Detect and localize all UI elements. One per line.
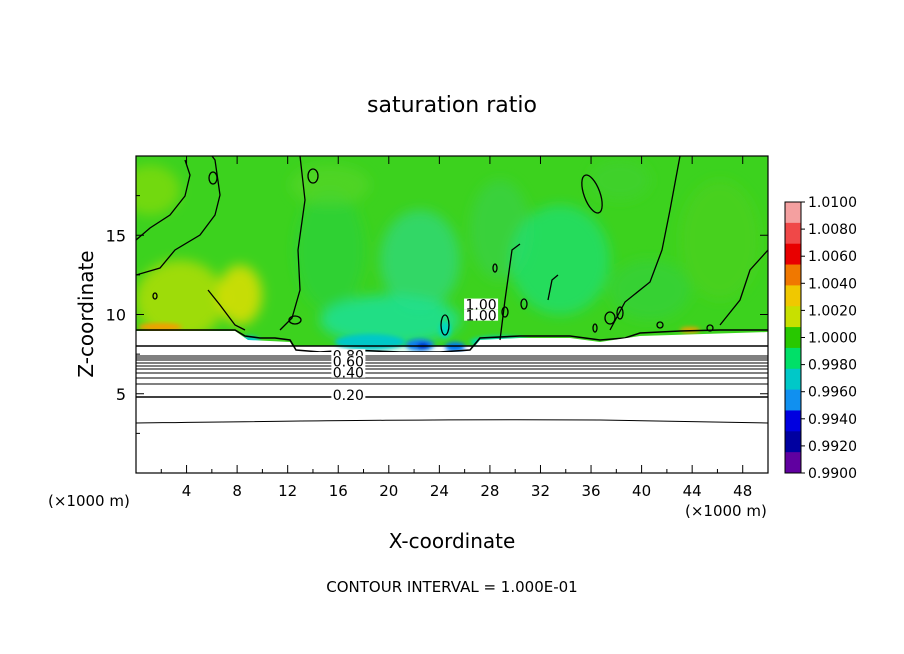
- contour-label: 0.20: [333, 388, 364, 404]
- colorbar-swatch: [785, 347, 801, 370]
- x-tick-label: 24: [430, 482, 449, 500]
- x-unit-right: (×1000 m): [685, 502, 767, 520]
- x-tick-label: 48: [733, 482, 752, 500]
- contour-label: 1.00: [465, 309, 496, 325]
- colorbar-swatch: [785, 202, 801, 224]
- contour-lines-cloud: [136, 156, 768, 341]
- x-tick-label: 28: [480, 482, 499, 500]
- colorbar-swatch: [785, 327, 801, 349]
- y-axis-label: Z-coordinate: [74, 250, 98, 377]
- contour-label: 0.40: [333, 366, 364, 382]
- x-axis-label: X-coordinate: [389, 529, 516, 553]
- colorbar-level-label: 1.0100: [808, 195, 857, 211]
- x-tick-label: 40: [632, 482, 651, 500]
- contour-label-bg: [331, 349, 366, 361]
- colorbar-swatch: [785, 222, 801, 245]
- chart-title: saturation ratio: [367, 93, 537, 118]
- contour-labels: 0.800.600.400.201.001.00: [331, 298, 499, 404]
- colorbar-level-label: 0.9900: [808, 466, 857, 482]
- y-tick-label: 5: [116, 385, 126, 404]
- colorbar-swatch: [785, 431, 801, 453]
- cloud-pocket-right: [470, 332, 768, 352]
- contour-label-bg: [464, 298, 499, 310]
- colorbar-swatch: [785, 452, 801, 474]
- colorbar-level-label: 0.9980: [808, 358, 857, 374]
- colorbar-swatch: [785, 410, 801, 432]
- x-tick-label: 44: [683, 482, 702, 500]
- x-unit-left: (×1000 m): [48, 492, 130, 510]
- x-tick-label: 4: [182, 482, 192, 500]
- colorbar-swatch: [785, 389, 801, 411]
- colorbar-level-label: 0.9920: [808, 439, 857, 455]
- x-tick-label: 8: [232, 482, 242, 500]
- colorbar-swatch: [785, 285, 801, 307]
- colorbar: 1.0100 1.0080 1.0060 1.0040 1.0020 1.0000 0.99…: [784, 195, 857, 482]
- contour-label-bg: [331, 355, 366, 367]
- colorbar-swatch: [785, 306, 801, 328]
- x-tick-label: 32: [531, 482, 550, 500]
- y-tick-label: 10: [106, 306, 126, 325]
- contour-label-bg: [331, 366, 366, 378]
- x-tick-label: 20: [379, 482, 398, 500]
- colorbar-level-label: 1.0040: [808, 276, 857, 292]
- x-tick-label: 16: [329, 482, 348, 500]
- y-axis-ticks: 5 10 15: [106, 195, 768, 434]
- cloud-pocket-left: [136, 331, 296, 352]
- colorbar-level-label: 1.0020: [808, 303, 857, 319]
- x-axis-ticks: 4 8 12 16 20 24 28 32 36 40 44 48: [160, 156, 752, 500]
- contour-interval-note: CONTOUR INTERVAL = 1.000E-01: [326, 578, 577, 596]
- x-tick-label: 36: [581, 482, 600, 500]
- colorbar-level-label: 1.0000: [808, 331, 857, 347]
- contour-label-bg: [331, 388, 366, 400]
- cloud-field: [136, 156, 768, 352]
- subcloud-region: [136, 352, 768, 473]
- colorbar-swatch: [785, 368, 801, 391]
- colorbar-level-label: 1.0060: [808, 249, 857, 265]
- y-tick-label: 15: [106, 226, 126, 245]
- plot-area: 0.800.600.400.201.001.00: [136, 156, 768, 473]
- contour-label-bg: [464, 309, 499, 321]
- contour-label: 1.00: [465, 298, 496, 314]
- colorbar-swatch: [785, 243, 801, 266]
- colorbar-level-label: 0.9960: [808, 385, 857, 401]
- colorbar-swatch: [785, 264, 801, 286]
- x-tick-label: 12: [278, 482, 297, 500]
- colorbar-level-label: 0.9940: [808, 412, 857, 428]
- contour-label: 0.60: [333, 355, 364, 371]
- colorbar-level-label: 1.0080: [808, 222, 857, 238]
- contour-lines-subcloud: [136, 355, 768, 424]
